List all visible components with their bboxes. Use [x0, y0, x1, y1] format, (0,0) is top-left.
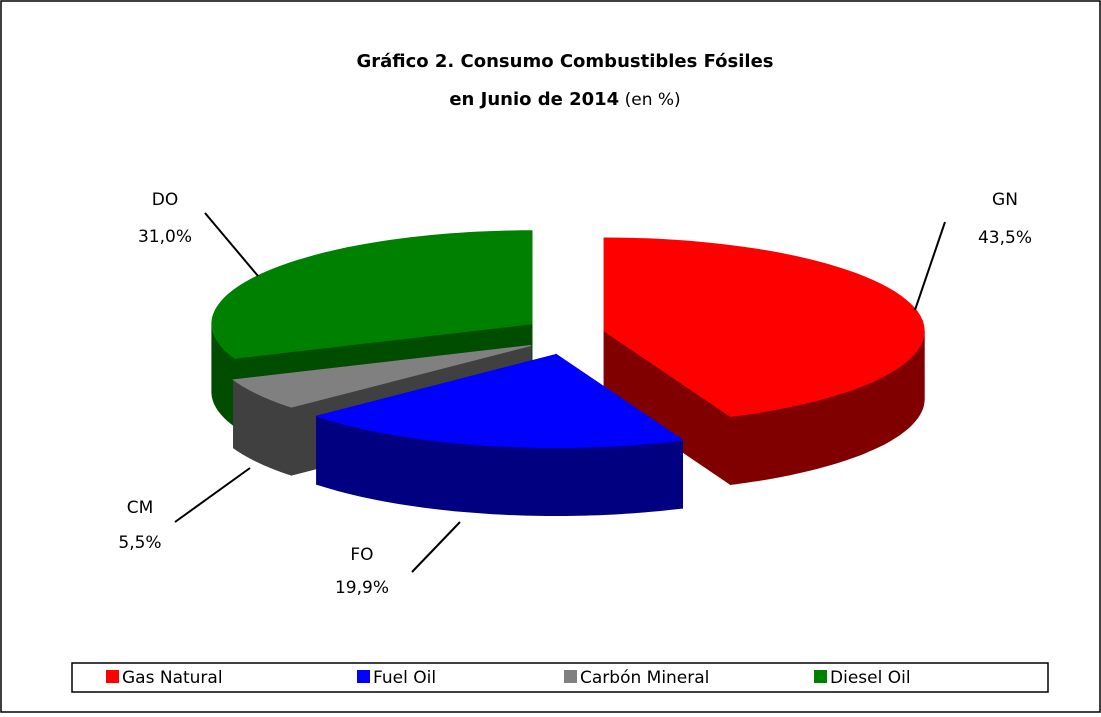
slice: [232, 345, 532, 408]
slice: [211, 230, 533, 359]
chart-title: Gráfico 2. Consumo Combustibles Fósiles: [356, 51, 773, 72]
legend-box: [71, 662, 1049, 693]
chart-subtitle-note: (en %): [625, 90, 681, 110]
leader-line: [204, 212, 259, 277]
leader-line: [411, 521, 461, 573]
data-label-name: DO: [152, 190, 178, 210]
slice: [314, 353, 684, 448]
data-label-name: FO: [350, 545, 373, 565]
chart-subtitle-line: en Junio de 2014 (en %): [449, 89, 680, 110]
chart-subtitle: en Junio de 2014: [449, 89, 619, 110]
data-label: 31,0%: [138, 227, 192, 247]
data-label-name: GN: [992, 190, 1018, 210]
legend-swatch: [564, 670, 577, 683]
data-label-name: CM: [127, 498, 154, 518]
legend-label: Fuel Oil: [373, 668, 436, 688]
leader-line: [174, 467, 251, 523]
data-label: 5,5%: [118, 533, 161, 553]
data-label: 19,9%: [335, 578, 389, 598]
legend-label: Diesel Oil: [830, 668, 911, 688]
leader-line: [914, 221, 946, 311]
slice: [603, 237, 925, 417]
legend-label: Carbón Mineral: [580, 668, 709, 688]
legend-swatch: [106, 670, 119, 683]
legend-label: Gas Natural: [122, 668, 223, 688]
legend-swatch: [357, 670, 370, 683]
data-label: 43,5%: [978, 228, 1032, 248]
legend-swatch: [814, 670, 827, 683]
